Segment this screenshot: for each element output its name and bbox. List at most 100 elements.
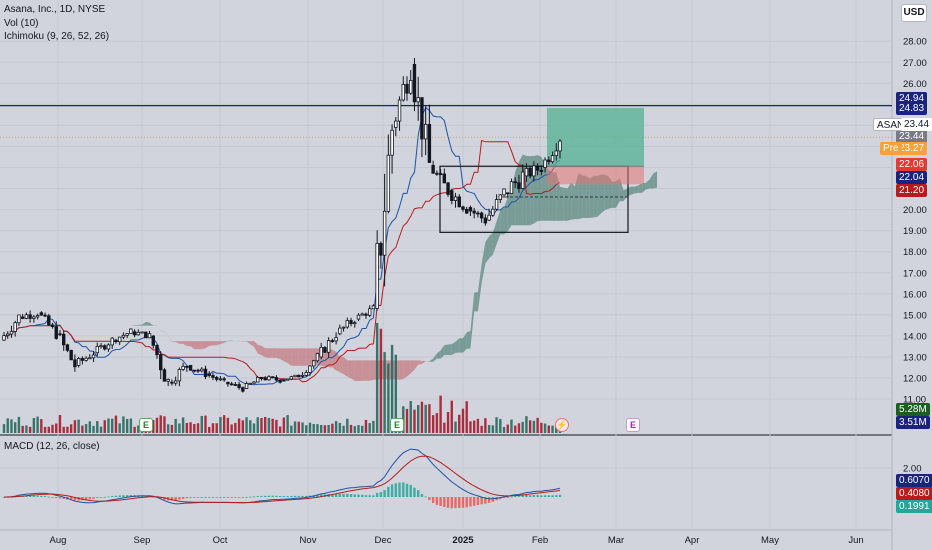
volume-bar — [327, 424, 330, 433]
candle-body — [270, 376, 275, 379]
candle-body — [54, 326, 58, 339]
macd-histogram-bar — [424, 496, 427, 498]
cloud-segment — [280, 348, 284, 362]
volume-bar — [73, 420, 77, 433]
volume-bar — [267, 418, 271, 433]
candle-body — [289, 376, 294, 380]
cloud-segment — [414, 360, 419, 370]
cloud-segment — [630, 186, 635, 195]
candle-body — [386, 154, 391, 212]
volume-bar — [417, 405, 420, 433]
price-tick-label: 28.00 — [903, 37, 927, 48]
macd-histogram-bar — [271, 495, 274, 497]
volume-bar — [532, 420, 536, 433]
candle-body — [405, 83, 409, 94]
candle-body — [394, 120, 398, 128]
cloud-segment — [224, 340, 228, 343]
volume-bar — [189, 422, 192, 433]
candle-body — [248, 382, 252, 385]
macd-histogram-bar — [521, 495, 524, 497]
volume-bar — [174, 418, 177, 433]
ichimoku-lines — [3, 106, 561, 386]
currency-button[interactable]: USD — [901, 4, 927, 22]
volume-bar — [514, 425, 517, 433]
volume-bar — [208, 426, 211, 433]
candle-body — [28, 314, 32, 319]
macd-histogram-bar — [103, 496, 106, 498]
candle-body — [50, 324, 55, 327]
cloud-segment — [287, 348, 292, 366]
candle-body — [476, 212, 480, 215]
cloud-segment — [179, 341, 184, 344]
candlestick-series — [2, 58, 562, 393]
cloud-segment — [451, 341, 456, 356]
macd-histogram-bar — [435, 497, 439, 505]
tenkan-line — [3, 106, 561, 386]
macd-histogram-bar — [226, 497, 230, 498]
macd-histogram-bar — [193, 497, 196, 498]
volume-bar — [405, 408, 409, 433]
candle-body — [13, 322, 17, 332]
macd-histogram-bar — [383, 490, 386, 497]
volume-bar — [245, 417, 248, 433]
cloud-segment — [623, 188, 628, 202]
future-earnings-icon[interactable]: E — [626, 418, 640, 432]
candle-body — [308, 365, 312, 373]
candle-body — [214, 377, 219, 380]
ichimoku-legend[interactable]: Ichimoku (9, 26, 52, 26) — [4, 31, 110, 42]
cloud-segment — [642, 182, 646, 193]
volume-bar — [458, 414, 461, 433]
symbol-legend[interactable]: Asana, Inc., 1D, NYSE — [4, 4, 106, 15]
candle-body — [483, 217, 488, 224]
cloud-segment — [216, 341, 221, 346]
macd-histogram-bar — [62, 497, 65, 499]
macd-histogram-bar — [446, 497, 450, 508]
candle-body — [550, 155, 555, 163]
candle-body — [330, 340, 335, 342]
macd-legend[interactable]: MACD (12, 26, close) — [4, 441, 100, 452]
macd-histogram-bar — [28, 495, 32, 497]
cloud-segment — [418, 360, 422, 365]
candle-body — [103, 345, 107, 350]
macd-histogram-bar — [450, 497, 453, 509]
volume-bar — [69, 424, 73, 433]
cloud-segment — [138, 324, 143, 326]
macd-histogram-bar — [346, 493, 349, 497]
earnings-icon[interactable]: E — [139, 418, 153, 432]
cloud-segment — [250, 341, 255, 347]
volume-bar — [547, 425, 551, 433]
dividend-icon[interactable]: ⚡ — [555, 418, 569, 432]
candle-body — [304, 372, 308, 376]
candle-body — [487, 214, 491, 221]
kijun-line — [3, 139, 561, 383]
volume-bar — [461, 408, 465, 433]
volume-bar — [51, 424, 54, 433]
volume-bar — [312, 423, 315, 433]
candle-body — [241, 387, 245, 392]
earnings-icon[interactable]: E — [390, 418, 404, 432]
candle-body — [528, 167, 532, 177]
volume-bar — [185, 422, 189, 433]
macd-histogram-bar — [405, 483, 409, 497]
macd-histogram-bar — [278, 496, 282, 497]
drawing-overlays — [0, 105, 892, 233]
cloud-segment — [365, 360, 370, 381]
candle-body — [341, 326, 346, 329]
candle-body — [450, 190, 454, 201]
cloud-segment — [306, 348, 310, 366]
cloud-segment — [440, 345, 445, 359]
candle-body — [457, 196, 461, 208]
volume-bar — [293, 421, 297, 433]
macd-histogram-bar — [234, 497, 237, 498]
candle-body — [379, 243, 383, 256]
volume-bar — [6, 418, 9, 433]
volume-bar — [510, 419, 513, 433]
macd-histogram-bar — [536, 495, 539, 497]
volume-legend[interactable]: Vol (10) — [4, 18, 39, 29]
macd-histogram-bar — [502, 497, 506, 499]
volume-bar — [525, 416, 528, 433]
volume-bar — [215, 423, 218, 433]
volume-bar — [181, 417, 185, 433]
volume-bar — [129, 418, 133, 433]
